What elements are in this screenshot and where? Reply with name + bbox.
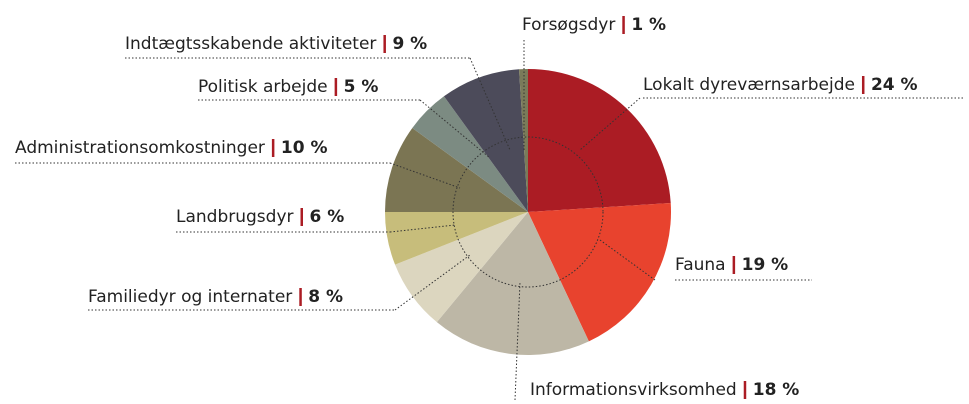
value-label: 19 % <box>742 255 789 275</box>
pie-slice <box>412 96 528 212</box>
value-label: 10 % <box>281 138 328 158</box>
separator <box>299 288 302 306</box>
slice-label: Informationsvirksomhed <box>530 380 737 400</box>
pie-slice <box>436 212 589 355</box>
pie-slice <box>385 127 528 212</box>
pie-slice <box>519 69 528 212</box>
value-label: 24 % <box>871 75 918 95</box>
leader-line <box>419 99 491 159</box>
pie-slice <box>528 203 671 342</box>
pie-slice <box>395 212 528 323</box>
value-label: 5 % <box>344 77 379 97</box>
pie-slice <box>385 212 528 265</box>
slice-label: Landbrugsdyr <box>176 207 294 227</box>
separator <box>334 78 338 96</box>
slice-label: Forsøgsdyr <box>522 15 615 35</box>
slice-label: Fauna <box>675 255 726 275</box>
slice-label: Lokalt dyreværnsarbejde <box>643 75 855 95</box>
leader-line <box>599 239 656 281</box>
value-label: 8 % <box>308 287 343 307</box>
separator <box>732 256 736 274</box>
separator <box>861 76 865 94</box>
value-label: 18 % <box>753 380 800 400</box>
separator <box>383 35 386 53</box>
separator <box>300 208 303 226</box>
slice-label: Politisk arbejde <box>198 77 328 97</box>
leader-line <box>514 281 521 401</box>
leader-line <box>579 97 641 151</box>
separator <box>622 16 625 34</box>
leader-line <box>394 254 471 311</box>
leader-line <box>469 57 511 151</box>
pie-slice <box>528 69 671 212</box>
slice-label: Familiedyr og internater <box>88 287 292 307</box>
leader-line <box>389 224 456 233</box>
value-label: 9 % <box>392 34 427 54</box>
separator <box>743 381 747 399</box>
slice-label: Administrationsomkostninger <box>15 138 265 158</box>
value-label: 6 % <box>310 207 345 227</box>
separator <box>271 139 275 157</box>
value-label: 1 % <box>631 15 666 35</box>
slice-label: Indtægtsskabende aktiviteter <box>125 34 376 54</box>
inner-ring <box>452 136 604 288</box>
pie-slice <box>443 69 528 212</box>
